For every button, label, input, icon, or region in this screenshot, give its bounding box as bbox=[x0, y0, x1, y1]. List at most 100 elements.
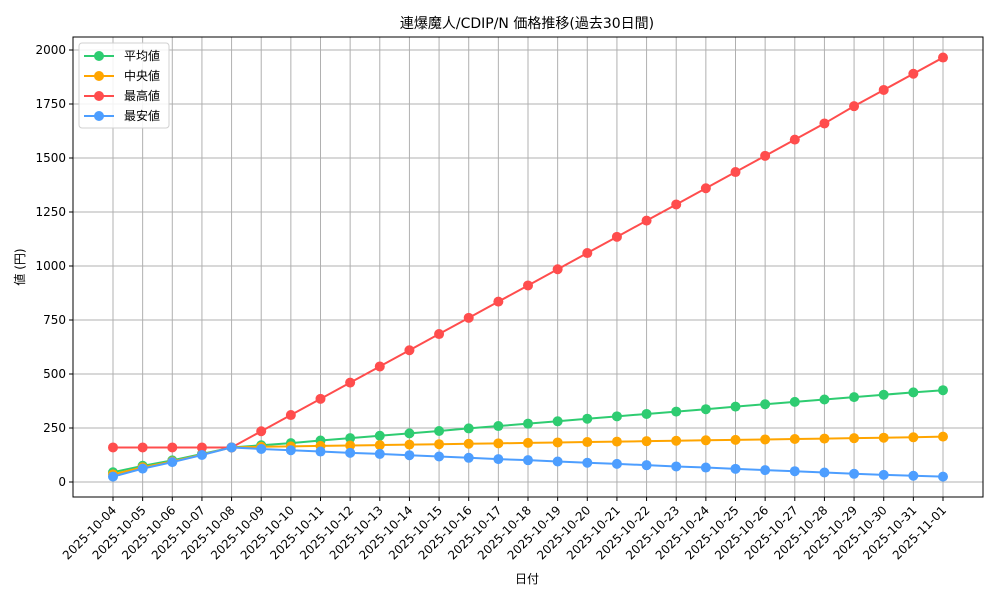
data-point bbox=[196, 450, 207, 460]
y-tick-label: 250 bbox=[43, 421, 66, 435]
data-point bbox=[374, 361, 385, 372]
data-point bbox=[285, 445, 296, 456]
y-tick-label: 1000 bbox=[35, 259, 66, 273]
data-point bbox=[760, 150, 771, 161]
legend-label: 最高値 bbox=[124, 88, 160, 103]
data-point bbox=[374, 430, 385, 441]
data-point bbox=[374, 448, 385, 459]
data-point bbox=[582, 457, 593, 468]
data-point bbox=[641, 436, 652, 447]
legend-label: 平均値 bbox=[124, 48, 160, 63]
data-point bbox=[878, 84, 889, 95]
data-point bbox=[789, 466, 800, 477]
data-point bbox=[760, 399, 771, 410]
data-point bbox=[671, 435, 682, 446]
x-axis-label: 日付 bbox=[515, 572, 539, 586]
data-point bbox=[315, 393, 326, 404]
data-point bbox=[641, 460, 652, 471]
data-point bbox=[700, 462, 711, 473]
data-point bbox=[730, 401, 741, 412]
data-point bbox=[552, 456, 563, 467]
data-point bbox=[137, 442, 148, 453]
data-point bbox=[434, 426, 445, 437]
data-point bbox=[671, 199, 682, 210]
y-tick-label: 750 bbox=[43, 313, 66, 327]
data-point bbox=[463, 438, 474, 449]
data-point bbox=[849, 392, 860, 403]
data-point bbox=[493, 296, 504, 307]
data-point bbox=[700, 404, 711, 415]
data-point bbox=[730, 434, 741, 445]
y-tick-label: 1750 bbox=[35, 97, 66, 111]
data-point bbox=[523, 455, 533, 466]
data-point bbox=[730, 167, 741, 178]
data-point bbox=[523, 437, 533, 448]
legend-label: 中央値 bbox=[124, 68, 160, 83]
data-point bbox=[463, 312, 474, 323]
data-point bbox=[374, 440, 385, 451]
y-tick-label: 1250 bbox=[35, 205, 66, 219]
data-point bbox=[671, 461, 682, 472]
data-point bbox=[641, 215, 652, 226]
series-3 bbox=[108, 442, 948, 482]
legend-box bbox=[78, 42, 170, 129]
data-point bbox=[256, 426, 267, 437]
data-point bbox=[463, 423, 474, 434]
data-point bbox=[404, 450, 415, 461]
data-point bbox=[552, 264, 563, 275]
data-point bbox=[137, 463, 148, 474]
data-point bbox=[849, 101, 860, 112]
data-point bbox=[938, 52, 948, 63]
legend-marker bbox=[94, 51, 104, 61]
y-tick-label: 500 bbox=[43, 367, 66, 381]
data-point bbox=[226, 442, 237, 453]
data-point bbox=[345, 433, 356, 444]
data-point bbox=[819, 394, 830, 405]
data-point bbox=[611, 458, 622, 469]
legend-label: 最安値 bbox=[124, 108, 160, 123]
legend-marker bbox=[94, 91, 104, 101]
data-point bbox=[849, 468, 860, 479]
series-group bbox=[108, 52, 948, 482]
data-point bbox=[938, 431, 948, 442]
data-point bbox=[671, 406, 682, 417]
data-point bbox=[167, 442, 178, 453]
data-point bbox=[552, 416, 563, 427]
data-point bbox=[493, 454, 504, 465]
data-point bbox=[908, 68, 919, 79]
data-point bbox=[582, 413, 593, 424]
data-point bbox=[108, 471, 118, 482]
data-point bbox=[819, 118, 830, 129]
legend-marker bbox=[94, 71, 104, 81]
y-tick-label: 1500 bbox=[35, 151, 66, 165]
data-point bbox=[345, 377, 356, 388]
data-point bbox=[404, 439, 415, 450]
data-point bbox=[878, 389, 889, 400]
data-point bbox=[641, 408, 652, 419]
data-point bbox=[404, 428, 415, 439]
y-tick-label: 2000 bbox=[35, 43, 66, 57]
data-point bbox=[878, 432, 889, 443]
data-point bbox=[582, 437, 593, 448]
data-point bbox=[908, 432, 919, 443]
data-point bbox=[938, 385, 948, 396]
data-point bbox=[849, 433, 860, 444]
data-point bbox=[789, 396, 800, 407]
data-point bbox=[404, 345, 415, 356]
data-point bbox=[315, 446, 326, 457]
data-point bbox=[908, 387, 919, 398]
data-point bbox=[167, 457, 178, 468]
data-point bbox=[819, 433, 830, 444]
data-point bbox=[611, 231, 622, 242]
data-point bbox=[285, 410, 296, 421]
data-point bbox=[730, 463, 741, 474]
data-point bbox=[256, 443, 267, 454]
data-point bbox=[493, 438, 504, 449]
data-point bbox=[789, 434, 800, 445]
data-point bbox=[434, 329, 445, 340]
data-point bbox=[552, 437, 563, 448]
data-point bbox=[760, 434, 771, 445]
data-point bbox=[463, 452, 474, 463]
